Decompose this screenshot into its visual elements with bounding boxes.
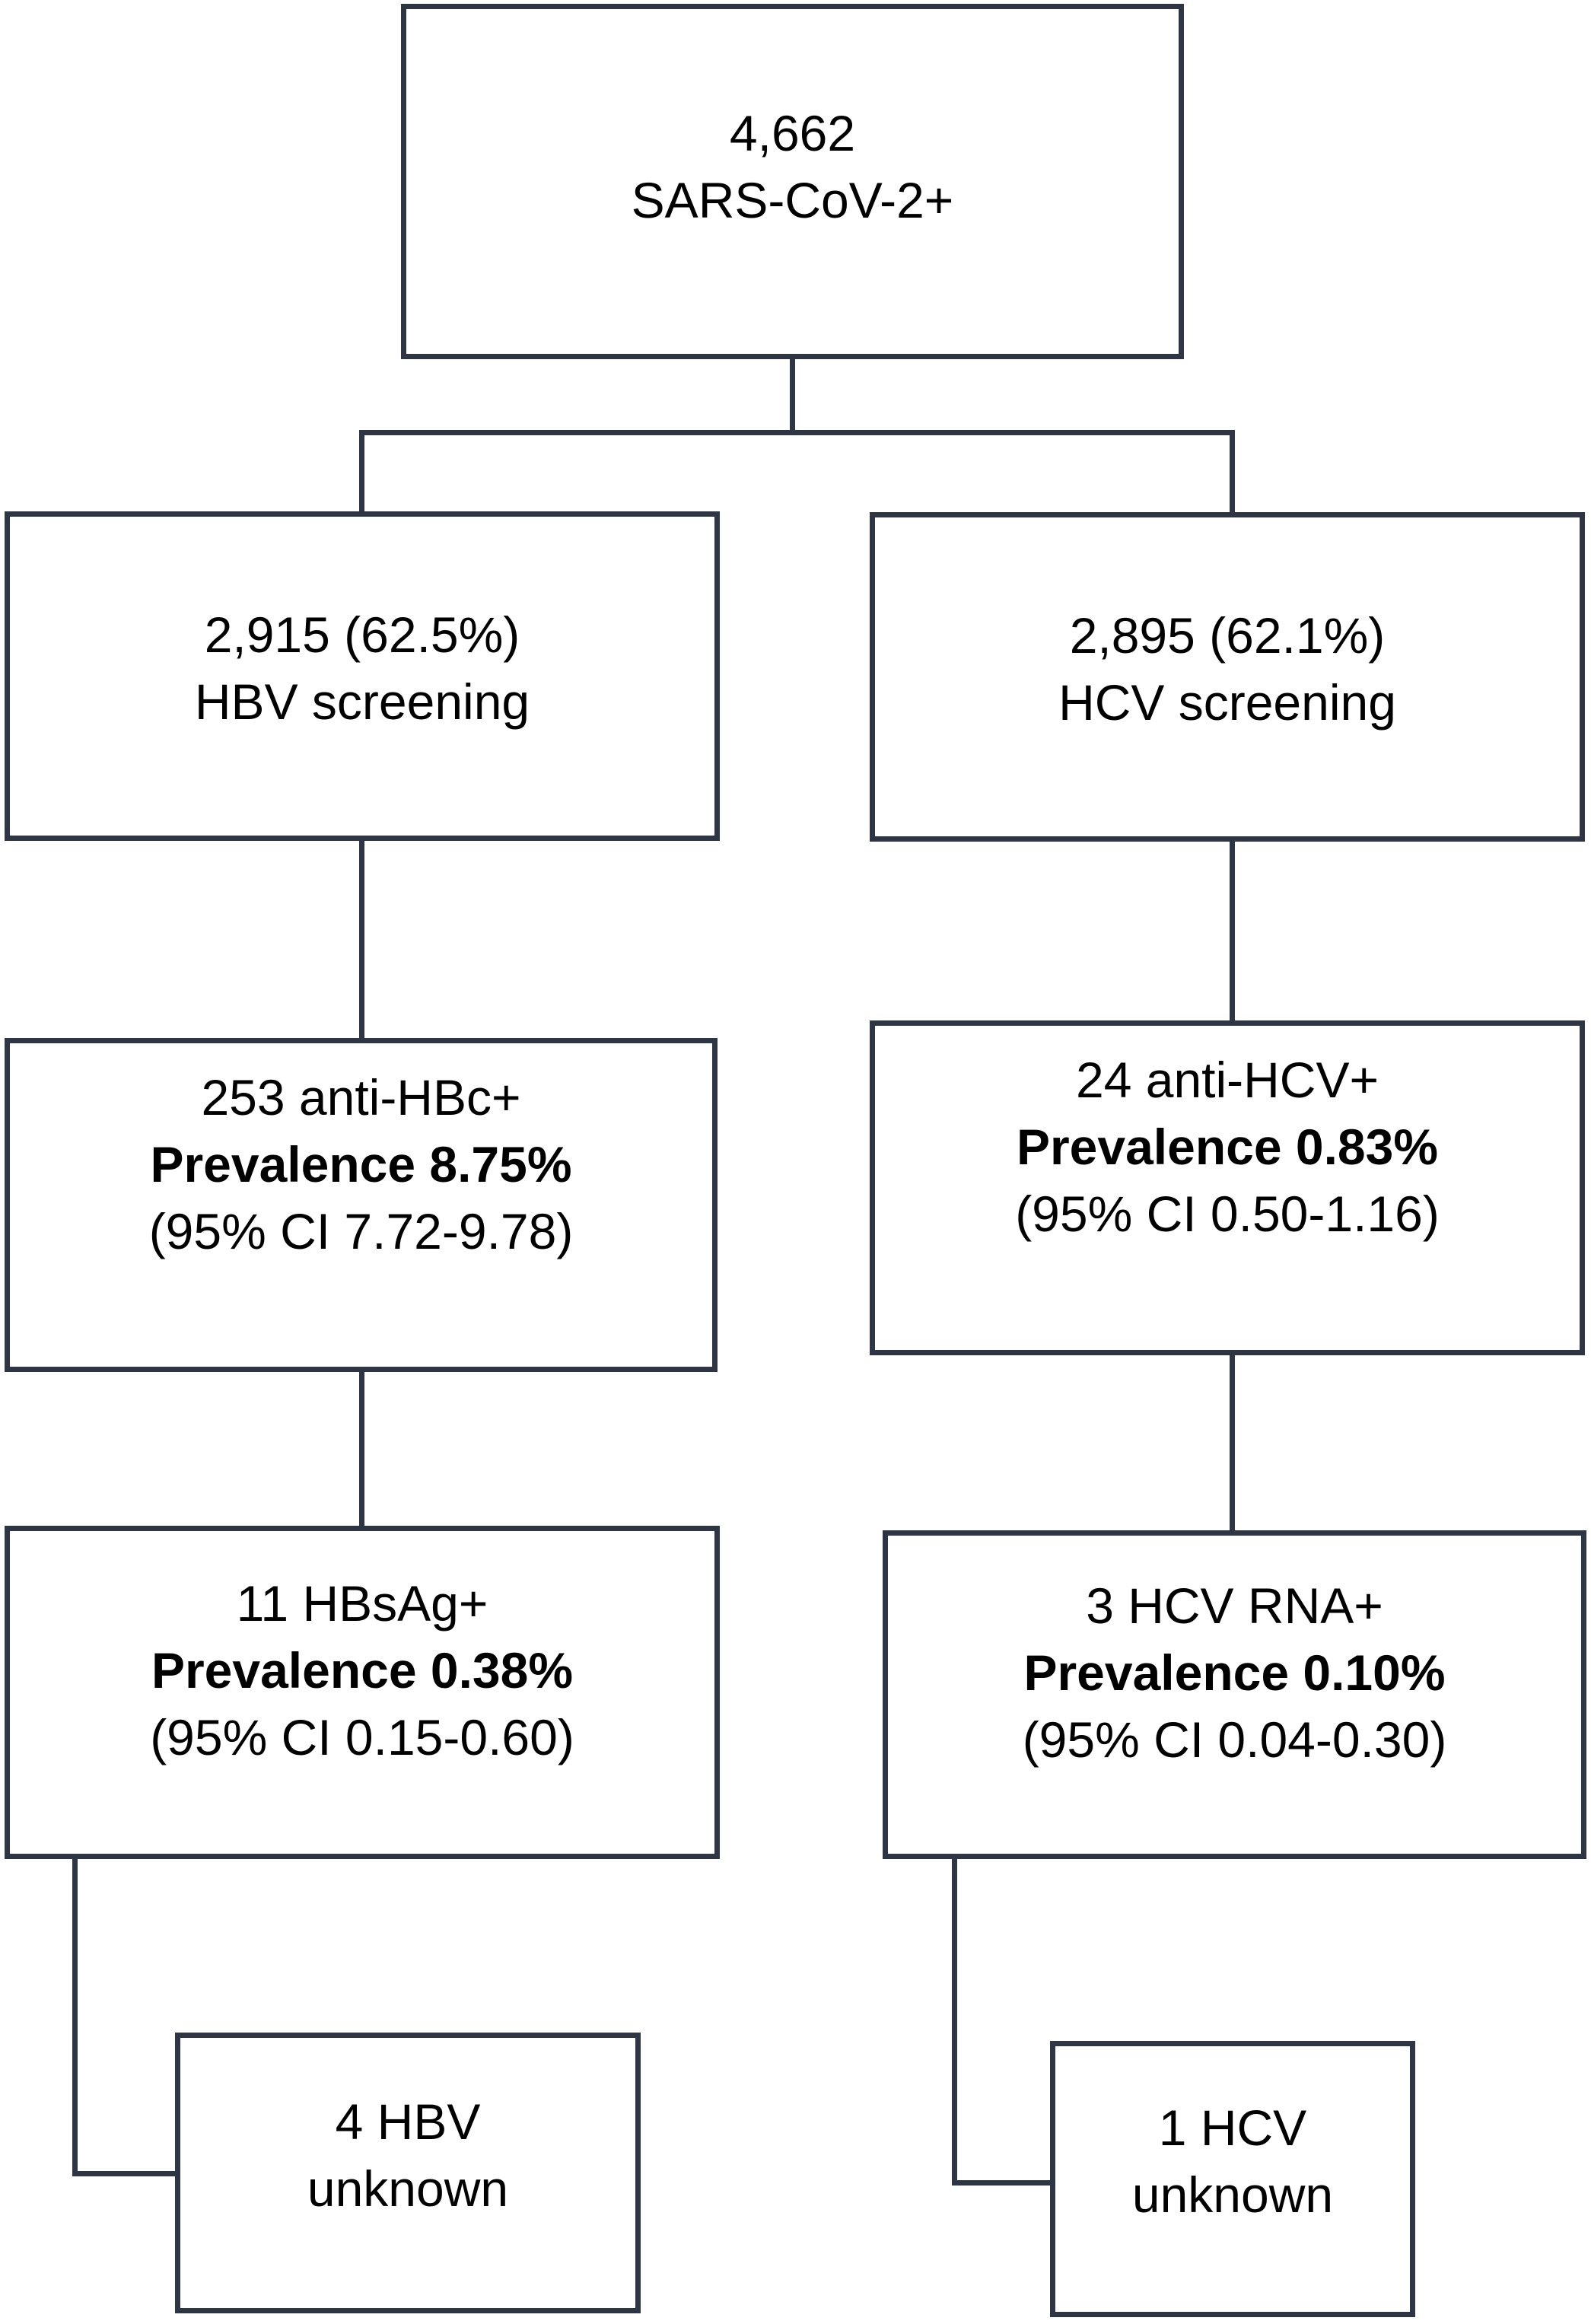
node-hcv-unknown-count: 1 HCV bbox=[1158, 2099, 1307, 2156]
node-hbv-screening: 2,915 (62.5%) HBV screening bbox=[5, 511, 720, 841]
node-hcv-screening-label: HCV screening bbox=[1058, 673, 1396, 731]
connector-hcvrna-down bbox=[952, 1856, 957, 2186]
node-anti-hcv-prevalence: Prevalence 0.83% bbox=[1016, 1119, 1439, 1175]
node-hcv-rna-count: 3 HCV RNA+ bbox=[1086, 1577, 1383, 1634]
node-anti-hbc-count: 253 anti-HBc+ bbox=[201, 1068, 521, 1125]
node-hbsag-prevalence: Prevalence 0.38% bbox=[151, 1642, 574, 1698]
node-hcv-rna-positive: 3 HCV RNA+ Prevalence 0.10% (95% CI 0.04… bbox=[883, 1530, 1586, 1859]
node-hbv-unknown-count: 4 HBV bbox=[335, 2093, 481, 2150]
node-sars-cov-2-total: 4,662 SARS-CoV-2+ bbox=[401, 4, 1184, 359]
connector-split-bar bbox=[359, 430, 1235, 435]
node-hcv-unknown-label: unknown bbox=[1131, 2166, 1334, 2223]
node-anti-hcv-count: 24 anti-HCV+ bbox=[1075, 1052, 1379, 1108]
node-hbv-unknown: 4 HBV unknown bbox=[175, 2033, 641, 2313]
node-hcv-rna-ci: (95% CI 0.04-0.30) bbox=[1022, 1711, 1447, 1768]
node-hbv-screening-count: 2,915 (62.5%) bbox=[204, 606, 520, 663]
node-hcv-screening-count: 2,895 (62.1%) bbox=[1069, 606, 1386, 664]
node-hcv-unknown: 1 HCV unknown bbox=[1050, 2041, 1415, 2317]
connector-antihbc-to-hbsag bbox=[359, 1369, 364, 1529]
node-hbsag-positive: 11 HBsAg+ Prevalence 0.38% (95% CI 0.15-… bbox=[5, 1526, 720, 1859]
node-anti-hbc-ci: (95% CI 7.72-9.78) bbox=[148, 1202, 574, 1259]
node-anti-hcv-positive: 24 anti-HCV+ Prevalence 0.83% (95% CI 0.… bbox=[870, 1020, 1585, 1355]
node-hbv-unknown-label: unknown bbox=[307, 2160, 509, 2217]
connector-left-branch-drop bbox=[359, 430, 364, 514]
node-sars-cov-2-total-label: SARS-CoV-2+ bbox=[631, 171, 954, 228]
connector-hbv-to-antihbc bbox=[359, 837, 364, 1041]
node-hbsag-ci: (95% CI 0.15-0.60) bbox=[150, 1709, 574, 1765]
node-hbsag-count: 11 HBsAg+ bbox=[236, 1575, 488, 1632]
connector-right-branch-drop bbox=[1230, 430, 1235, 515]
connector-hbsag-elbow bbox=[72, 2171, 179, 2176]
connector-antihcv-to-hcvrna bbox=[1230, 1352, 1235, 1533]
node-anti-hbc-positive: 253 anti-HBc+ Prevalence 8.75% (95% CI 7… bbox=[5, 1038, 718, 1372]
node-hcv-rna-prevalence: Prevalence 0.10% bbox=[1023, 1644, 1446, 1701]
connector-root-stem bbox=[790, 356, 795, 435]
node-hbv-screening-label: HBV screening bbox=[194, 673, 530, 730]
connector-hcv-to-antihcv bbox=[1230, 838, 1235, 1024]
node-anti-hbc-prevalence: Prevalence 8.75% bbox=[150, 1135, 572, 1192]
node-hcv-screening: 2,895 (62.1%) HCV screening bbox=[870, 512, 1585, 842]
connector-hcvrna-elbow bbox=[952, 2180, 1054, 2186]
node-sars-cov-2-total-count: 4,662 bbox=[729, 104, 856, 161]
connector-hbsag-down bbox=[72, 1856, 78, 2176]
node-anti-hcv-ci: (95% CI 0.50-1.16) bbox=[1015, 1186, 1440, 1242]
